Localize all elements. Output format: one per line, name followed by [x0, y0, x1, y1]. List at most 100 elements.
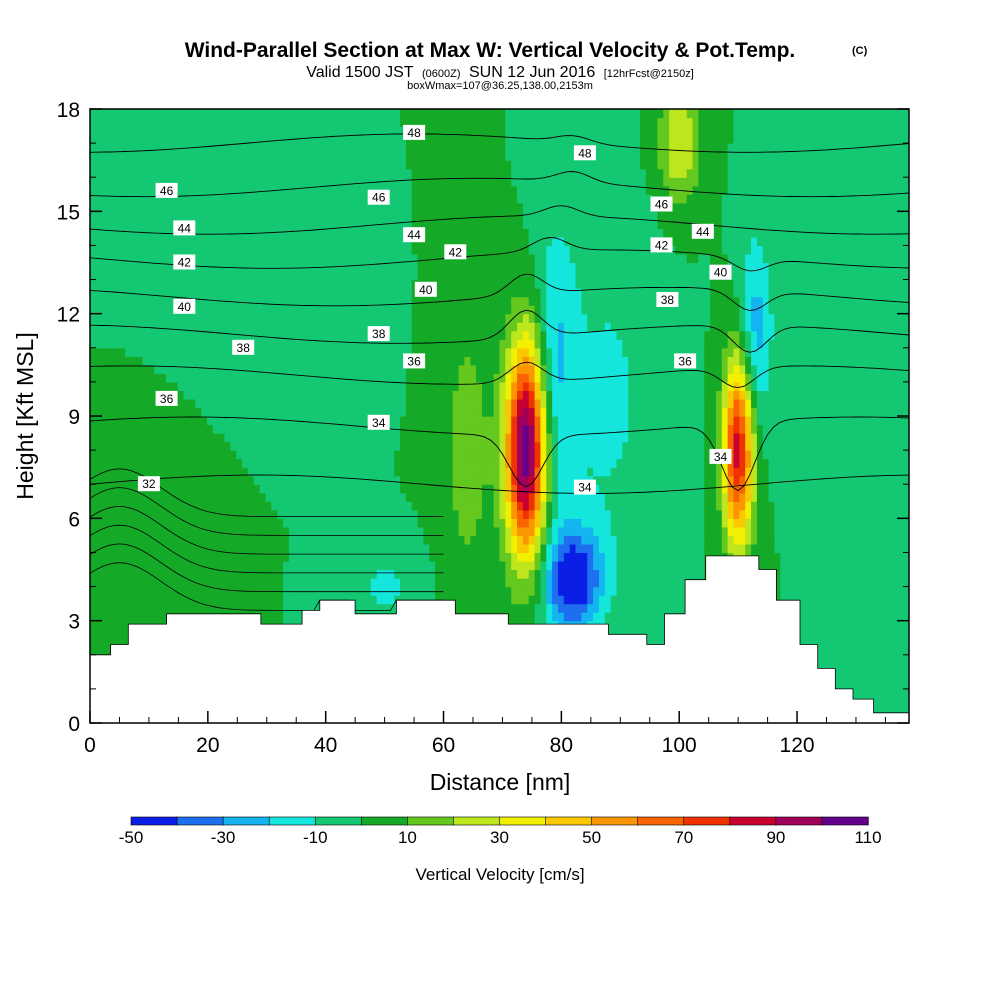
- velocity-cell: [230, 509, 237, 519]
- velocity-cell: [400, 262, 407, 272]
- velocity-cell: [119, 134, 126, 144]
- velocity-cell: [376, 535, 384, 545]
- velocity-cell: [130, 390, 138, 400]
- velocity-cell: [271, 339, 278, 349]
- velocity-cell: [160, 543, 167, 554]
- velocity-cell: [201, 271, 208, 281]
- velocity-cell: [458, 509, 465, 519]
- velocity-cell: [388, 543, 395, 554]
- velocity-cell: [107, 450, 114, 460]
- velocity-cell: [259, 279, 267, 289]
- velocity-cell: [130, 211, 138, 221]
- velocity-cell: [452, 262, 460, 272]
- velocity-cell: [265, 160, 272, 170]
- velocity-cell: [242, 245, 249, 255]
- velocity-cell: [95, 475, 103, 485]
- velocity-cell: [218, 236, 226, 247]
- velocity-cell: [166, 518, 173, 528]
- velocity-cell: [166, 151, 173, 161]
- velocity-cell: [201, 560, 208, 571]
- velocity-cell: [359, 330, 366, 340]
- velocity-cell: [423, 245, 430, 255]
- velocity-cell: [277, 151, 284, 161]
- velocity-cell: [382, 484, 389, 494]
- velocity-cell: [341, 134, 348, 144]
- velocity-cell: [224, 552, 231, 562]
- velocity-cell: [341, 202, 348, 212]
- velocity-cell: [347, 134, 354, 144]
- velocity-cell: [470, 373, 477, 383]
- velocity-cell: [294, 398, 302, 409]
- velocity-cell: [101, 160, 109, 170]
- velocity-cell: [464, 347, 471, 357]
- velocity-cell: [411, 202, 419, 212]
- velocity-cell: [359, 211, 366, 221]
- velocity-cell: [212, 236, 220, 247]
- velocity-cell: [324, 219, 331, 229]
- velocity-cell: [470, 390, 477, 400]
- velocity-cell: [119, 347, 126, 357]
- velocity-cell: [154, 117, 161, 127]
- velocity-cell: [242, 168, 249, 178]
- velocity-cell: [300, 288, 308, 298]
- velocity-cell: [142, 253, 150, 264]
- velocity-cell: [230, 313, 237, 323]
- velocity-cell: [341, 219, 348, 229]
- velocity-cell: [341, 433, 348, 443]
- velocity-cell: [107, 612, 114, 622]
- velocity-cell: [283, 450, 290, 460]
- velocity-cell: [277, 126, 284, 136]
- velocity-cell: [318, 450, 325, 460]
- velocity-cell: [400, 339, 407, 349]
- velocity-cell: [481, 322, 489, 332]
- velocity-cell: [318, 390, 325, 400]
- velocity-cell: [259, 373, 267, 383]
- velocity-cell: [464, 373, 471, 383]
- velocity-cell: [113, 219, 120, 229]
- velocity-cell: [230, 177, 237, 187]
- velocity-cell: [224, 543, 231, 554]
- velocity-cell: [195, 126, 202, 136]
- velocity-cell: [464, 245, 471, 255]
- velocity-cell: [113, 569, 120, 579]
- velocity-cell: [253, 339, 261, 349]
- velocity-cell: [177, 245, 185, 255]
- velocity-cell: [195, 458, 202, 468]
- velocity-cell: [90, 211, 97, 221]
- velocity-cell: [429, 467, 436, 477]
- velocity-cell: [277, 160, 284, 170]
- velocity-cell: [101, 509, 109, 519]
- velocity-cell: [201, 211, 208, 221]
- velocity-cell: [288, 398, 296, 409]
- velocity-cell: [318, 501, 325, 511]
- velocity-cell: [201, 569, 208, 579]
- velocity-cell: [446, 543, 454, 554]
- velocity-cell: [306, 509, 313, 519]
- velocity-cell: [487, 407, 495, 417]
- velocity-cell: [283, 185, 290, 195]
- velocity-cell: [242, 236, 249, 247]
- velocity-cell: [247, 458, 255, 468]
- velocity-cell: [341, 595, 348, 605]
- velocity-cell: [265, 484, 272, 494]
- velocity-cell: [335, 364, 343, 374]
- velocity-cell: [411, 450, 419, 460]
- velocity-cell: [359, 578, 366, 588]
- velocity-cell: [242, 467, 249, 477]
- velocity-cell: [405, 492, 413, 502]
- velocity-cell: [130, 262, 138, 272]
- velocity-cell: [300, 143, 308, 153]
- velocity-cell: [154, 177, 161, 187]
- velocity-cell: [183, 271, 191, 281]
- velocity-cell: [400, 109, 407, 119]
- velocity-cell: [388, 501, 395, 511]
- velocity-cell: [435, 194, 442, 204]
- velocity-cell: [189, 535, 196, 545]
- velocity-cell: [318, 177, 325, 187]
- velocity-cell: [271, 475, 278, 485]
- velocity-cell: [259, 586, 267, 596]
- velocity-cell: [101, 194, 109, 204]
- velocity-cell: [417, 552, 425, 562]
- velocity-cell: [236, 441, 243, 451]
- velocity-cell: [376, 552, 384, 562]
